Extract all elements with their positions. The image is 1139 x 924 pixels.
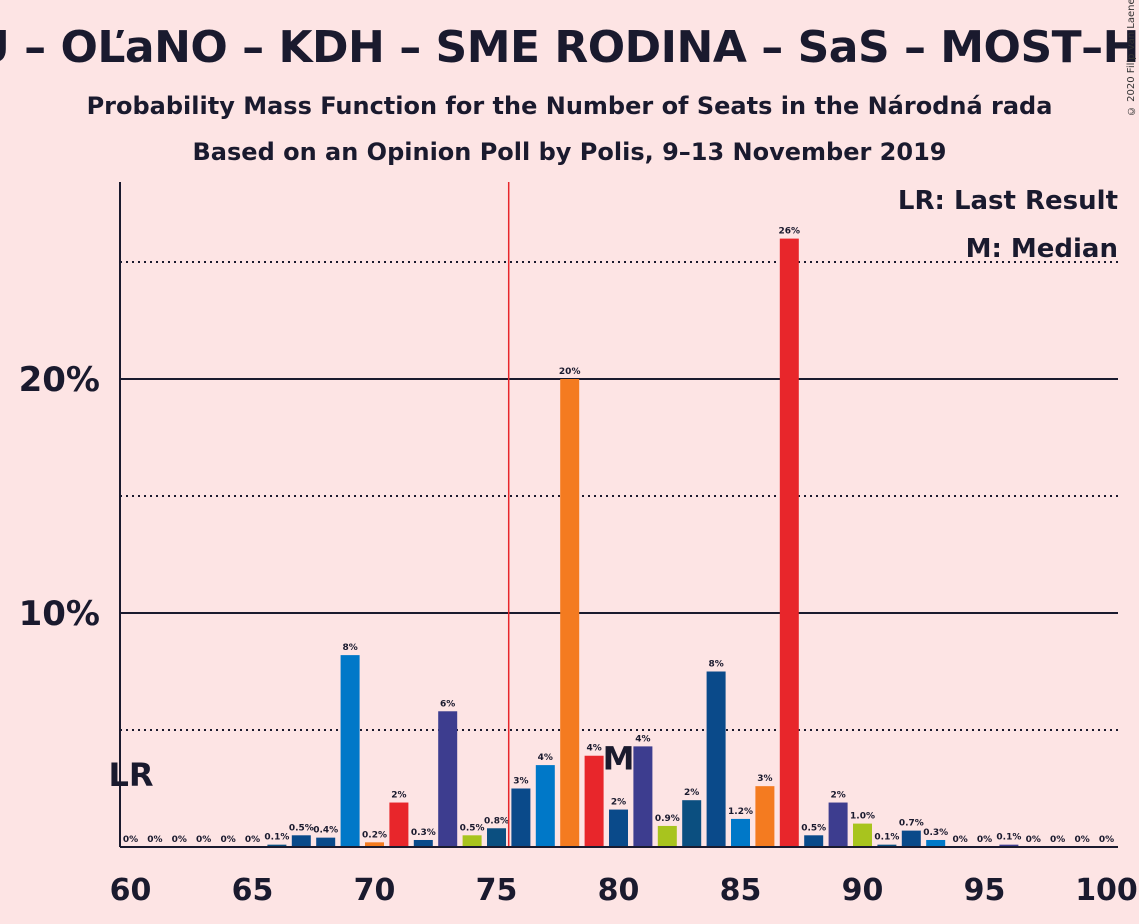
bar-81 xyxy=(633,746,653,847)
data-label-70: 0.2% xyxy=(362,830,387,840)
bar-74 xyxy=(462,835,482,847)
data-label-85: 1.2% xyxy=(728,807,753,817)
bar-series xyxy=(267,238,1019,848)
x-tick-85: 85 xyxy=(720,873,762,908)
bar-73 xyxy=(438,711,458,847)
data-label-90: 1.0% xyxy=(850,812,875,822)
chart-subtitle: Probability Mass Function for the Number… xyxy=(86,92,1053,120)
x-tick-70: 70 xyxy=(354,873,396,908)
markers: LR M xyxy=(109,740,635,794)
data-label-99: 0% xyxy=(1074,835,1089,845)
data-label-95: 0% xyxy=(977,835,992,845)
bar-68 xyxy=(316,837,336,847)
data-label-89: 2% xyxy=(830,791,845,801)
bar-84 xyxy=(706,671,726,847)
data-label-63: 0% xyxy=(196,835,211,845)
x-tick-75: 75 xyxy=(476,873,518,908)
data-labels: 0% 0% 0% 0% 0% 0% 0.1%0.5% 0.4%8%0.2%2%0.3%6%0.… xyxy=(123,227,1114,845)
bar-88 xyxy=(804,835,824,847)
data-label-66: 0.1% xyxy=(264,833,289,843)
bar-72 xyxy=(413,839,433,847)
x-tick-100: 100 xyxy=(1075,873,1138,908)
bar-89 xyxy=(828,802,848,847)
data-label-81: 4% xyxy=(635,734,650,744)
data-label-93: 0.3% xyxy=(923,828,948,838)
data-label-60: 0% xyxy=(123,835,138,845)
bar-79 xyxy=(584,755,604,847)
data-label-78: 20% xyxy=(559,367,581,377)
bar-91 xyxy=(877,844,897,847)
data-label-73: 6% xyxy=(440,699,455,709)
bar-77 xyxy=(535,765,555,847)
bar-76 xyxy=(511,788,531,847)
x-tick-90: 90 xyxy=(842,873,884,908)
bar-75 xyxy=(487,828,506,847)
bar-78 xyxy=(560,379,580,847)
data-label-86: 3% xyxy=(757,774,772,784)
data-label-84: 8% xyxy=(708,660,723,670)
bar-83 xyxy=(682,800,702,847)
data-label-94: 0% xyxy=(952,835,967,845)
data-label-83: 2% xyxy=(684,788,699,798)
bar-90 xyxy=(853,823,872,847)
data-label-69: 8% xyxy=(342,643,357,653)
bar-87 xyxy=(779,238,799,848)
y-tick-10: 10% xyxy=(19,594,100,634)
data-label-88: 0.5% xyxy=(801,823,826,833)
bar-71 xyxy=(389,802,409,847)
data-label-98: 0% xyxy=(1050,835,1065,845)
data-label-100: 0% xyxy=(1099,835,1114,845)
data-label-96: 0.1% xyxy=(996,833,1021,843)
bar-66 xyxy=(267,844,287,847)
x-tick-65: 65 xyxy=(232,873,274,908)
data-label-74: 0.5% xyxy=(460,823,485,833)
bar-93 xyxy=(926,839,946,847)
data-label-68: 0.4% xyxy=(313,826,338,836)
data-label-62: 0% xyxy=(172,835,187,845)
data-label-61: 0% xyxy=(147,835,162,845)
data-label-64: 0% xyxy=(220,835,235,845)
data-label-71: 2% xyxy=(391,791,406,801)
bar-80 xyxy=(609,809,628,847)
data-label-91: 0.1% xyxy=(874,833,899,843)
legend-last-result: LR: Last Result xyxy=(898,186,1118,216)
bar-85 xyxy=(731,818,750,847)
chart-title: LU – OĽaNO – KDH – SME RODINA – SaS – MO… xyxy=(0,22,1139,73)
data-label-87: 26% xyxy=(779,227,801,237)
y-tick-20: 20% xyxy=(19,360,100,400)
bar-67 xyxy=(291,835,311,847)
x-tick-80: 80 xyxy=(598,873,640,908)
x-tick-95: 95 xyxy=(964,873,1006,908)
data-label-92: 0.7% xyxy=(899,819,924,829)
axes: 10% 20% 60 65 70 75 80 85 90 95 100 xyxy=(19,182,1138,908)
legend-median: M: Median xyxy=(966,234,1118,264)
bar-70 xyxy=(365,842,384,847)
bar-86 xyxy=(755,786,775,847)
data-label-97: 0% xyxy=(1026,835,1041,845)
data-label-80: 2% xyxy=(611,798,626,808)
bar-96 xyxy=(999,844,1019,847)
data-label-76: 3% xyxy=(513,777,528,787)
data-label-79: 4% xyxy=(586,744,601,754)
bar-69 xyxy=(340,655,360,847)
data-label-72: 0.3% xyxy=(411,828,436,838)
bar-82 xyxy=(657,825,677,847)
x-tick-60: 60 xyxy=(110,873,152,908)
data-label-77: 4% xyxy=(538,753,553,763)
data-label-67: 0.5% xyxy=(289,823,314,833)
grid-lines xyxy=(120,261,1118,731)
data-label-65: 0% xyxy=(245,835,260,845)
data-label-75: 0.8% xyxy=(484,816,509,826)
bar-92 xyxy=(901,830,921,847)
chart-source-subtitle: Based on an Opinion Poll by Polis, 9–13 … xyxy=(192,138,947,166)
data-label-82: 0.9% xyxy=(655,814,680,824)
median-marker: M xyxy=(603,740,635,778)
last-result-marker: LR xyxy=(109,756,154,794)
